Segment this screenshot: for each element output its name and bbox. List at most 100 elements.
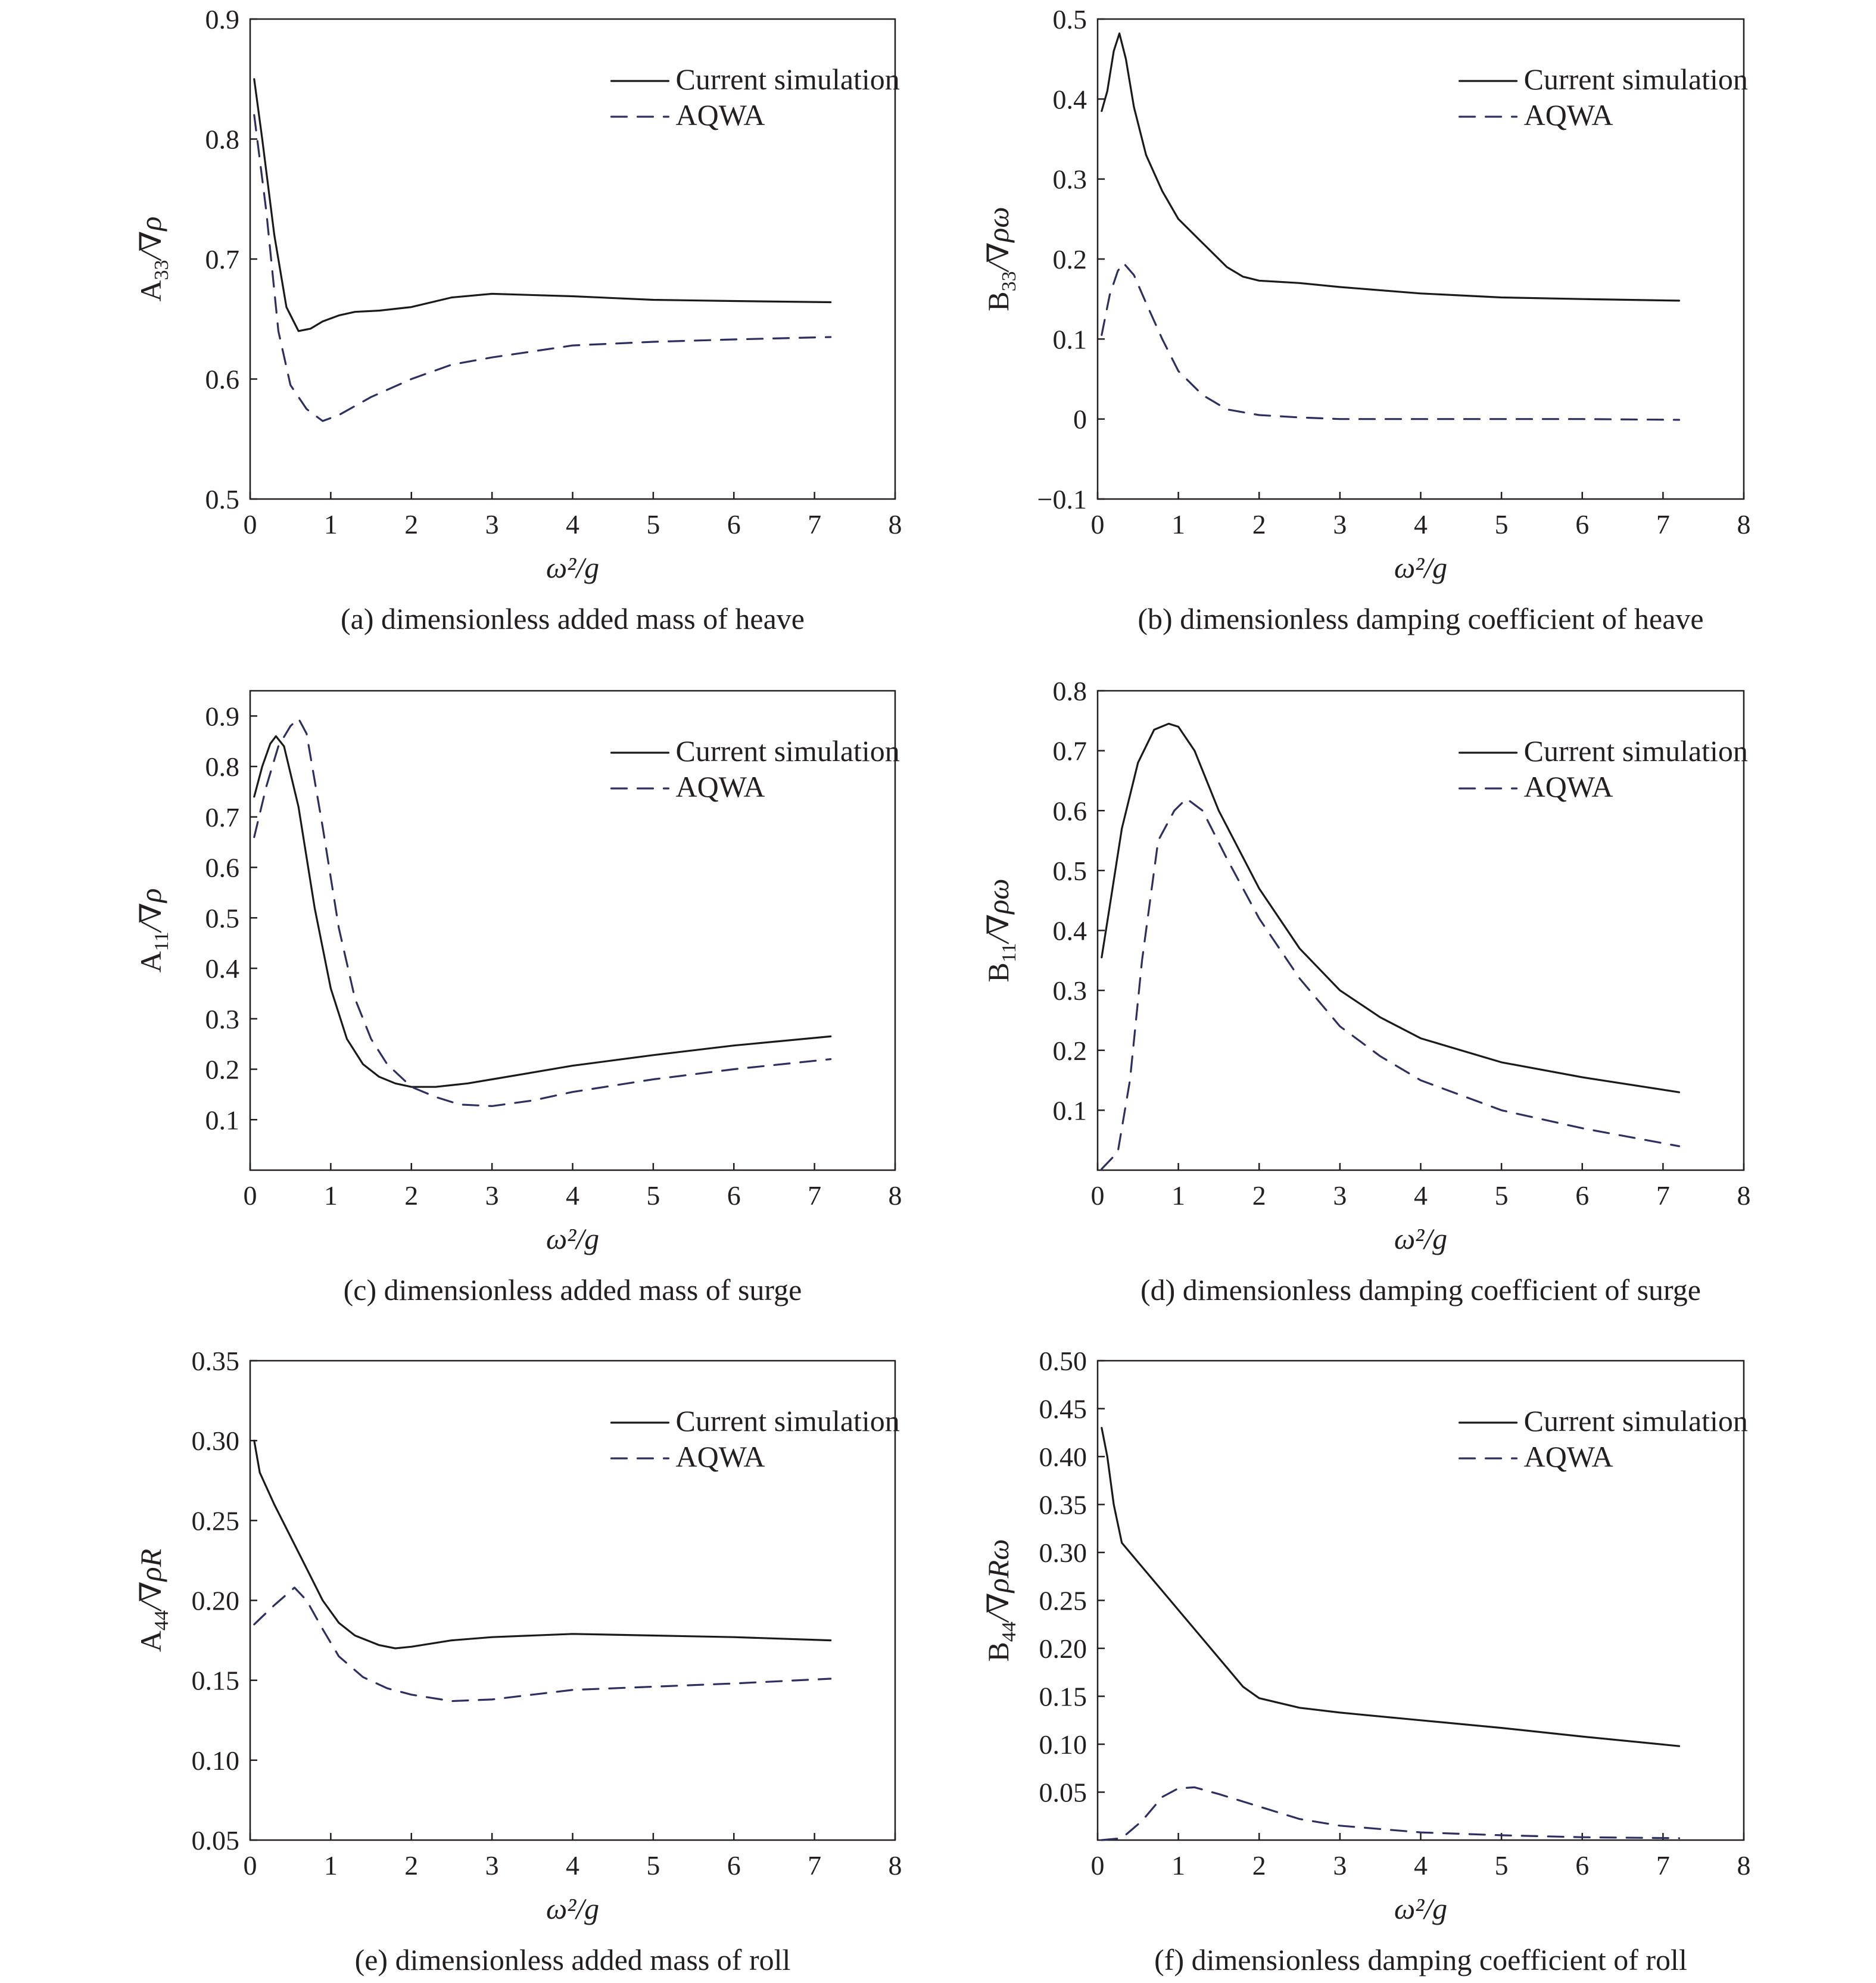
y-tick-label: 0.2	[205, 1055, 240, 1085]
y-axis-title-subscript: 11	[151, 931, 173, 951]
x-axis-title: ω²/g	[546, 551, 599, 584]
y-tick-label: 0.7	[205, 802, 240, 833]
series-line-current-simulation	[1101, 32, 1681, 302]
x-tick-label: 2	[404, 509, 418, 540]
x-tick-label: 4	[566, 1850, 579, 1881]
y-tick-label: 0.5	[205, 903, 240, 933]
y-tick-label: 0.35	[1039, 1490, 1087, 1520]
y-tick-label: 0.20	[1039, 1633, 1087, 1664]
x-tick-label: 2	[404, 1850, 418, 1881]
x-tick-label: 3	[485, 1850, 499, 1881]
x-tick-label: 5	[1495, 1850, 1509, 1881]
chart-e: 0 1 2 3 4 5 6 7 8 0.05 0.10 0.15 0.20 0.25 0.30 0.35 ω²/…	[134, 1346, 902, 1976]
x-tick-label: 5	[1495, 509, 1509, 540]
y-tick-label: 0.4	[205, 953, 240, 984]
y-axis-title-base: B	[981, 962, 1015, 982]
legend-label: Current simulation	[675, 1404, 899, 1438]
y-tick-label: 0.15	[192, 1666, 240, 1696]
series-line-aqwa	[1101, 797, 1681, 1170]
y-axis-title-subscript: 33	[151, 260, 173, 280]
y-tick-label: 0	[1073, 404, 1087, 435]
x-tick-label: 7	[808, 1850, 821, 1881]
y-tick-label: 0.4	[1053, 84, 1087, 114]
x-tick-label: 8	[1737, 509, 1751, 540]
y-axis-title: A44/∇ρR	[134, 1549, 173, 1652]
x-axis-title: ω²/g	[546, 1222, 599, 1255]
series-line-aqwa	[253, 114, 832, 422]
x-axis-title: ω²/g	[546, 1892, 599, 1925]
legend-label: Current simulation	[1524, 1404, 1748, 1438]
y-tick-label: 0.15	[1039, 1682, 1087, 1712]
x-tick-label: 8	[889, 509, 902, 540]
x-tick-label: 1	[1171, 509, 1185, 540]
y-axis-title: B11/∇ρω	[981, 878, 1020, 982]
x-tick-label: 0	[1091, 509, 1105, 540]
x-tick-label: 6	[727, 1180, 741, 1211]
chart-f: 0 1 2 3 4 5 6 7 8 0.05 0.10 0.15 0.20 0.25 0.30 0.35 0.4…	[981, 1346, 1751, 1976]
series-line-aqwa	[253, 718, 832, 1107]
y-tick-label: 0.2	[1053, 1036, 1087, 1066]
y-axis-title: A33/∇ρ	[134, 217, 173, 302]
y-tick-label: 0.30	[1039, 1538, 1087, 1568]
y-tick-label: 0.40	[1039, 1442, 1087, 1472]
y-tick-label: 0.9	[205, 4, 240, 35]
y-axis-title: A11/∇ρ	[134, 888, 173, 973]
y-axis-title-rest: /∇ρ	[134, 888, 167, 934]
x-tick-label: 3	[1333, 509, 1347, 540]
y-axis-title-subscript: 11	[998, 943, 1020, 963]
series-line-aqwa	[1101, 262, 1681, 421]
y-tick-label: −0.1	[1037, 484, 1087, 515]
chart-caption: (a) dimensionless added mass of heave	[341, 602, 805, 635]
y-tick-label: 0.1	[1053, 324, 1087, 354]
series-line-current-simulation	[1101, 722, 1681, 1093]
y-axis-title-base: A	[134, 951, 167, 972]
x-tick-label: 2	[1252, 1850, 1266, 1881]
y-axis-title-subscript: 44	[151, 1610, 173, 1630]
x-tick-label: 7	[1656, 1180, 1670, 1211]
y-axis-title-base: A	[134, 280, 167, 301]
y-tick-label: 0.6	[205, 853, 240, 883]
x-tick-label: 6	[1575, 509, 1589, 540]
x-tick-label: 0	[244, 1850, 257, 1881]
x-axis-title: ω²/g	[1394, 1892, 1447, 1925]
legend-label: Current simulation	[675, 734, 899, 768]
y-tick-label: 0.35	[192, 1346, 240, 1376]
y-tick-label: 0.8	[205, 752, 240, 782]
x-tick-label: 8	[889, 1180, 902, 1211]
y-tick-label: 0.5	[205, 484, 240, 515]
y-tick-label: 0.6	[205, 364, 240, 395]
x-tick-label: 4	[1414, 1180, 1428, 1211]
y-tick-label: 0.25	[1039, 1586, 1087, 1616]
y-axis-title-rest: /∇ρω	[981, 207, 1015, 273]
y-tick-label: 0.10	[1039, 1729, 1087, 1760]
y-tick-label: 0.8	[205, 124, 240, 155]
x-tick-label: 5	[646, 509, 660, 540]
x-tick-label: 1	[1171, 1850, 1185, 1881]
x-tick-label: 2	[404, 1180, 418, 1211]
legend-label: Current simulation	[675, 63, 899, 96]
y-tick-label: 0.4	[1053, 916, 1087, 946]
y-axis-title-rest: /∇ρω	[981, 878, 1015, 944]
chart-caption: (f) dimensionless damping coefficient of…	[1154, 1943, 1687, 1976]
x-tick-label: 3	[1333, 1180, 1347, 1211]
legend-label: Current simulation	[1524, 734, 1748, 768]
x-tick-label: 7	[1656, 509, 1670, 540]
y-tick-label: 0.6	[1053, 796, 1087, 826]
y-tick-label: 0.3	[205, 1004, 240, 1034]
y-axis-title-base: B	[981, 1642, 1015, 1661]
x-tick-label: 2	[1252, 509, 1266, 540]
chart-caption: (b) dimensionless damping coefficient of…	[1138, 602, 1703, 635]
x-tick-label: 0	[1091, 1850, 1105, 1881]
x-tick-label: 6	[727, 509, 741, 540]
chart-caption: (e) dimensionless added mass of roll	[355, 1943, 791, 1976]
y-axis-title-base: B	[981, 291, 1015, 311]
y-axis-title: B44/∇ρRω	[981, 1539, 1020, 1661]
y-tick-label: 0.1	[205, 1105, 240, 1135]
legend-label: AQWA	[675, 770, 765, 803]
series-line-current-simulation	[253, 78, 832, 332]
series-line-current-simulation	[253, 1439, 832, 1650]
y-tick-label: 0.9	[205, 701, 240, 731]
y-tick-label: 0.50	[1039, 1346, 1087, 1376]
y-axis-title-base: A	[134, 1630, 167, 1652]
